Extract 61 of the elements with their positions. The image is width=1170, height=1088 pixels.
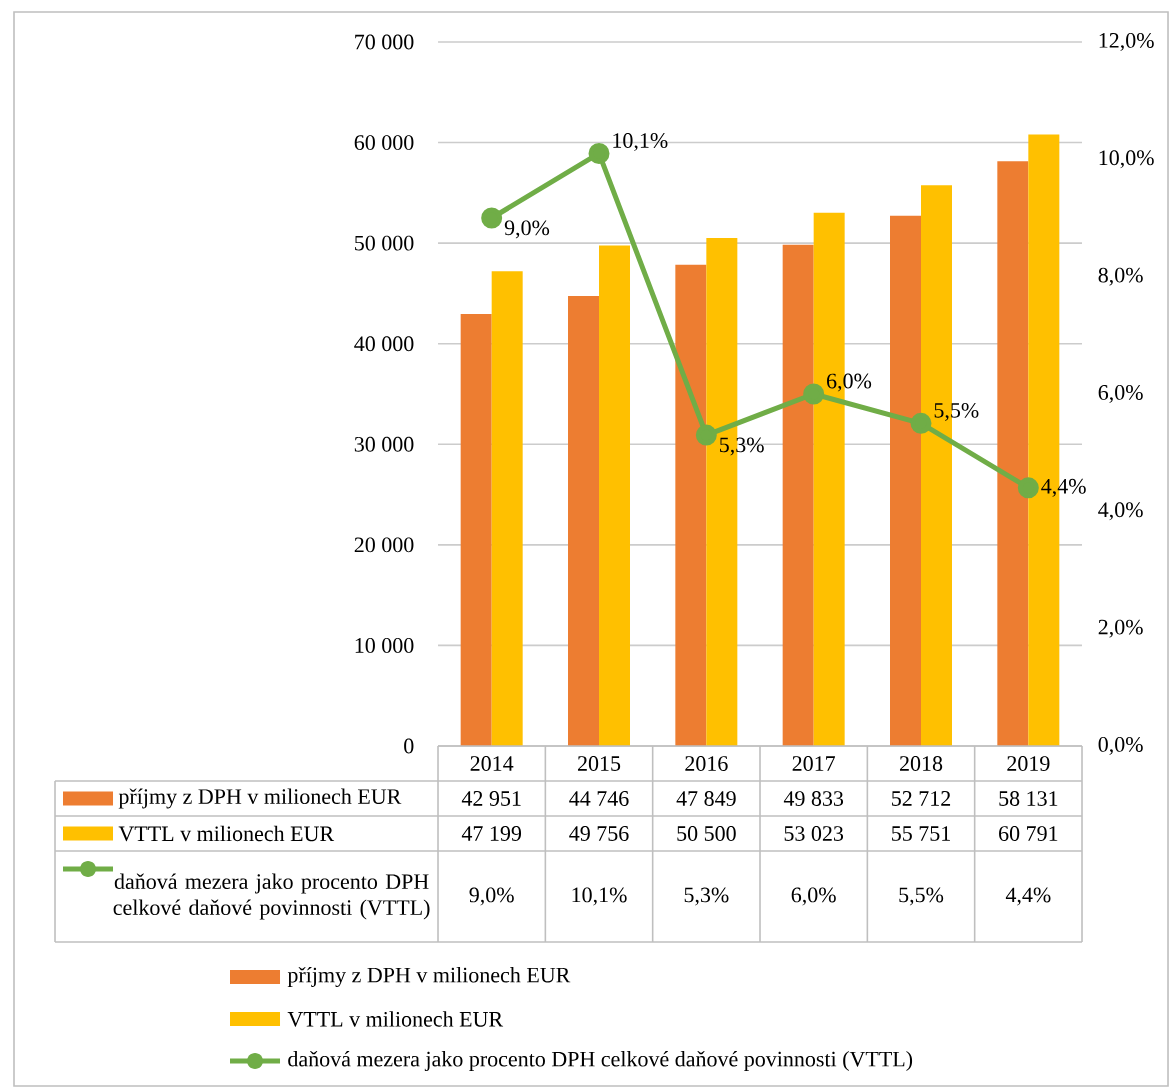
data-label: 58 131 [999, 791, 1058, 806]
x-tick-label: 2015 [577, 756, 621, 771]
point [910, 412, 932, 434]
bar [599, 245, 631, 746]
legend-label: daňová mezera jako procento DPH celkové daňové povinnosti (VTTL) [288, 1051, 913, 1071]
y2-tick-label: 4,0% [1098, 502, 1143, 521]
x-tick-label: 2019 [1007, 756, 1050, 771]
y-tick-label: 50 000 [355, 235, 414, 251]
data-label: 5,3% [684, 887, 729, 906]
y-tick-label: 10 000 [355, 638, 414, 653]
x-tick-label: 2016 [685, 756, 728, 771]
y-tick-label: 40 000 [354, 336, 414, 352]
y2-tick-label: 12,0% [1099, 33, 1154, 52]
y2-tick-label: 0,0% [1098, 737, 1143, 756]
data-label: 10,1% [572, 887, 627, 906]
data-label: 60 791 [999, 826, 1058, 841]
data-label: 6,0% [791, 887, 836, 906]
data-label: 49 833 [783, 791, 844, 806]
bar [782, 244, 814, 746]
data-label: 42 951 [461, 791, 521, 806]
text: příjmy z DPH v milionech EUR [287, 966, 571, 988]
y2-tick-label: 10,0% [1099, 150, 1154, 169]
data-label: 55 751 [892, 826, 950, 841]
y-tick-label: 60 000 [354, 135, 414, 150]
data-label: 49 756 [569, 826, 629, 841]
point [1017, 477, 1039, 499]
text: 10,1% [613, 133, 668, 152]
data-label: 44 746 [569, 791, 629, 806]
data-label: 52 712 [892, 791, 951, 806]
x-tick-label: 2014 [470, 756, 514, 771]
data-label: 47 199 [461, 826, 522, 841]
text: daňová mezera jako procento DPH celkové daňové povinnosti (VTTL) [113, 873, 430, 920]
bar [491, 271, 523, 746]
bar [890, 215, 921, 746]
text: 9,0% [504, 220, 550, 239]
y-tick-label: 70 000 [355, 34, 414, 50]
data-label: 53 023 [784, 826, 844, 841]
bar [675, 264, 707, 746]
point [695, 424, 717, 446]
y-tick-label: 0 [404, 738, 414, 754]
text: VTTL v milionech EUR [287, 1011, 504, 1027]
point [588, 142, 610, 164]
y-tick-label: 20 000 [354, 537, 414, 553]
point [803, 383, 825, 405]
y-tick-label: 30 000 [354, 436, 414, 452]
bar [460, 314, 492, 746]
data-label: 5,5% [899, 887, 944, 906]
bar [997, 161, 1029, 746]
x-tick-label: 2018 [899, 756, 943, 771]
x-tick-label: 2017 [792, 756, 836, 771]
point [481, 207, 503, 229]
bar [568, 295, 600, 746]
legend-label: VTTL v milionech EUR [118, 825, 335, 842]
legend-label: příjmy z DPH v milionech EUR [118, 788, 402, 809]
data-label: 50 500 [677, 826, 736, 841]
data-label: 4,4% [1005, 887, 1051, 906]
y2-tick-label: 2,0% [1098, 619, 1143, 638]
data-label: 47 849 [676, 791, 736, 806]
y2-tick-label: 8,0% [1098, 267, 1143, 286]
y2-tick-label: 6,0% [1098, 385, 1143, 403]
data-label: 9,0% [469, 887, 514, 906]
